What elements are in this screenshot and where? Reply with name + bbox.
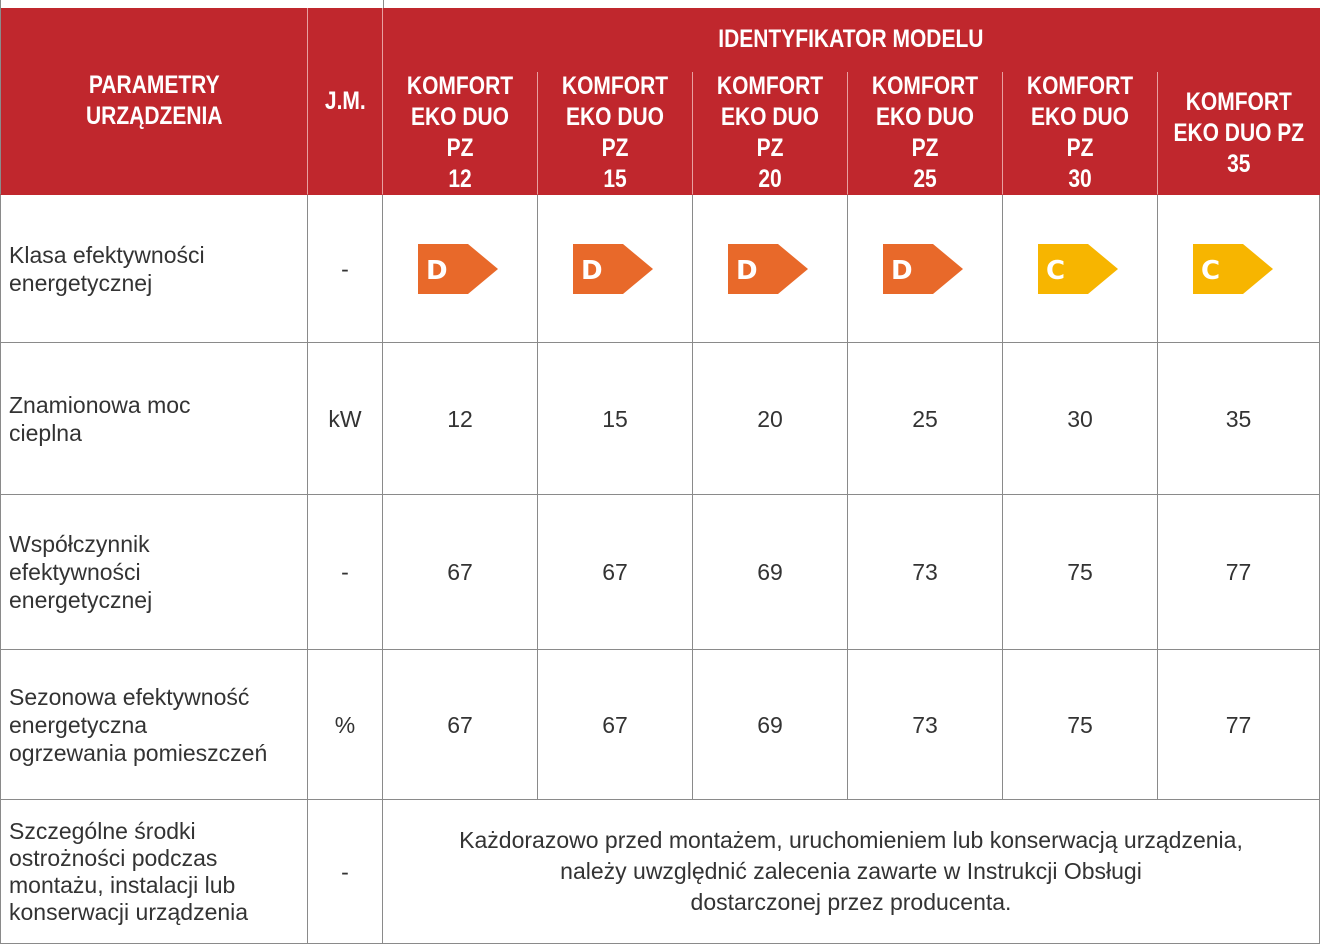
badge-letter: D — [891, 256, 913, 286]
badge-letter: D — [426, 256, 448, 286]
text: J.M. — [324, 86, 366, 115]
row-label: Znamionowa moc cieplna — [0, 343, 308, 495]
divider — [383, 0, 384, 8]
badge-shape — [1038, 243, 1118, 294]
badge-shape — [883, 243, 963, 294]
value-cell: 67 — [538, 495, 693, 650]
text: PARAMETRY URZĄDZENIA — [85, 71, 223, 130]
badge-shape — [418, 243, 498, 294]
model-header: KOMFORT EKO DUO PZ 20 — [693, 72, 848, 195]
row-label: Sezonowa efektywność energetyczna ogrzew… — [0, 650, 308, 800]
value-cell: 30 — [1003, 343, 1158, 495]
value-cell: 77 — [1158, 650, 1320, 800]
value-cell: 12 — [383, 343, 538, 495]
unit-cell: - — [308, 495, 383, 650]
energy-class-cell: C — [1158, 195, 1320, 343]
text: KOMFORT EKO DUO PZ 12 — [406, 72, 514, 193]
badge-shape — [573, 243, 653, 294]
row-label: Klasa efektywności energetycznej — [0, 195, 308, 343]
value-cell: 77 — [1158, 495, 1320, 650]
energy-class-cell: D — [383, 195, 538, 343]
text: KOMFORT EKO DUO PZ 30 — [1026, 72, 1134, 193]
header-cell: J.M. — [308, 8, 383, 195]
text: IDENTYFIKATOR MODELU — [718, 25, 984, 53]
energy-class-cell: D — [848, 195, 1003, 343]
text: KOMFORT EKO DUO PZ 15 — [561, 72, 669, 193]
model-header: KOMFORT EKO DUO PZ 30 — [1003, 72, 1158, 195]
text: KOMFORT EKO DUO PZ 25 — [871, 72, 979, 193]
energy-badge: D — [728, 243, 808, 294]
energy-badge: D — [418, 243, 498, 294]
row-label: Współczynnik efektywności energetycznej — [0, 495, 308, 650]
text: KOMFORT EKO DUO PZ 20 — [716, 72, 824, 193]
model-header: KOMFORT EKO DUO PZ 12 — [383, 72, 538, 195]
badge-letter: C — [1046, 256, 1065, 286]
note-cell: Każdorazowo przed montażem, uruchomienie… — [383, 800, 1320, 944]
value-cell: 20 — [693, 343, 848, 495]
energy-badge: C — [1038, 243, 1118, 294]
value-cell: 35 — [1158, 343, 1320, 495]
value-cell: 67 — [383, 650, 538, 800]
value-cell: 25 — [848, 343, 1003, 495]
header-cell: PARAMETRY URZĄDZENIA — [0, 8, 308, 195]
value-cell: 73 — [848, 495, 1003, 650]
value-cell: 75 — [1003, 495, 1158, 650]
value-cell: 67 — [538, 650, 693, 800]
divider — [0, 0, 1, 8]
badge-letter: D — [736, 256, 758, 286]
energy-class-cell: D — [693, 195, 848, 343]
text: KOMFORT EKO DUO PZ 35 — [1173, 87, 1304, 178]
value-cell: 73 — [848, 650, 1003, 800]
value-cell: 67 — [383, 495, 538, 650]
model-header: KOMFORT EKO DUO PZ 15 — [538, 72, 693, 195]
header-cell: IDENTYFIKATOR MODELU — [383, 8, 1320, 72]
badge-shape — [728, 243, 808, 294]
energy-class-cell: D — [538, 195, 693, 343]
energy-badge: D — [573, 243, 653, 294]
model-header: KOMFORT EKO DUO PZ 35 — [1158, 72, 1320, 195]
badge-letter: C — [1201, 256, 1220, 286]
unit-cell: - — [308, 800, 383, 944]
energy-badge: C — [1193, 243, 1273, 294]
unit-cell: % — [308, 650, 383, 800]
unit-cell: kW — [308, 343, 383, 495]
model-header: KOMFORT EKO DUO PZ 25 — [848, 72, 1003, 195]
badge-shape — [1193, 243, 1273, 294]
energy-class-cell: C — [1003, 195, 1158, 343]
unit-cell: - — [308, 195, 383, 343]
row-label: Szczególne środki ostrożności podczas mo… — [0, 800, 308, 944]
value-cell: 75 — [1003, 650, 1158, 800]
badge-letter: D — [581, 256, 603, 286]
energy-badge: D — [883, 243, 963, 294]
value-cell: 69 — [693, 495, 848, 650]
value-cell: 15 — [538, 343, 693, 495]
value-cell: 69 — [693, 650, 848, 800]
